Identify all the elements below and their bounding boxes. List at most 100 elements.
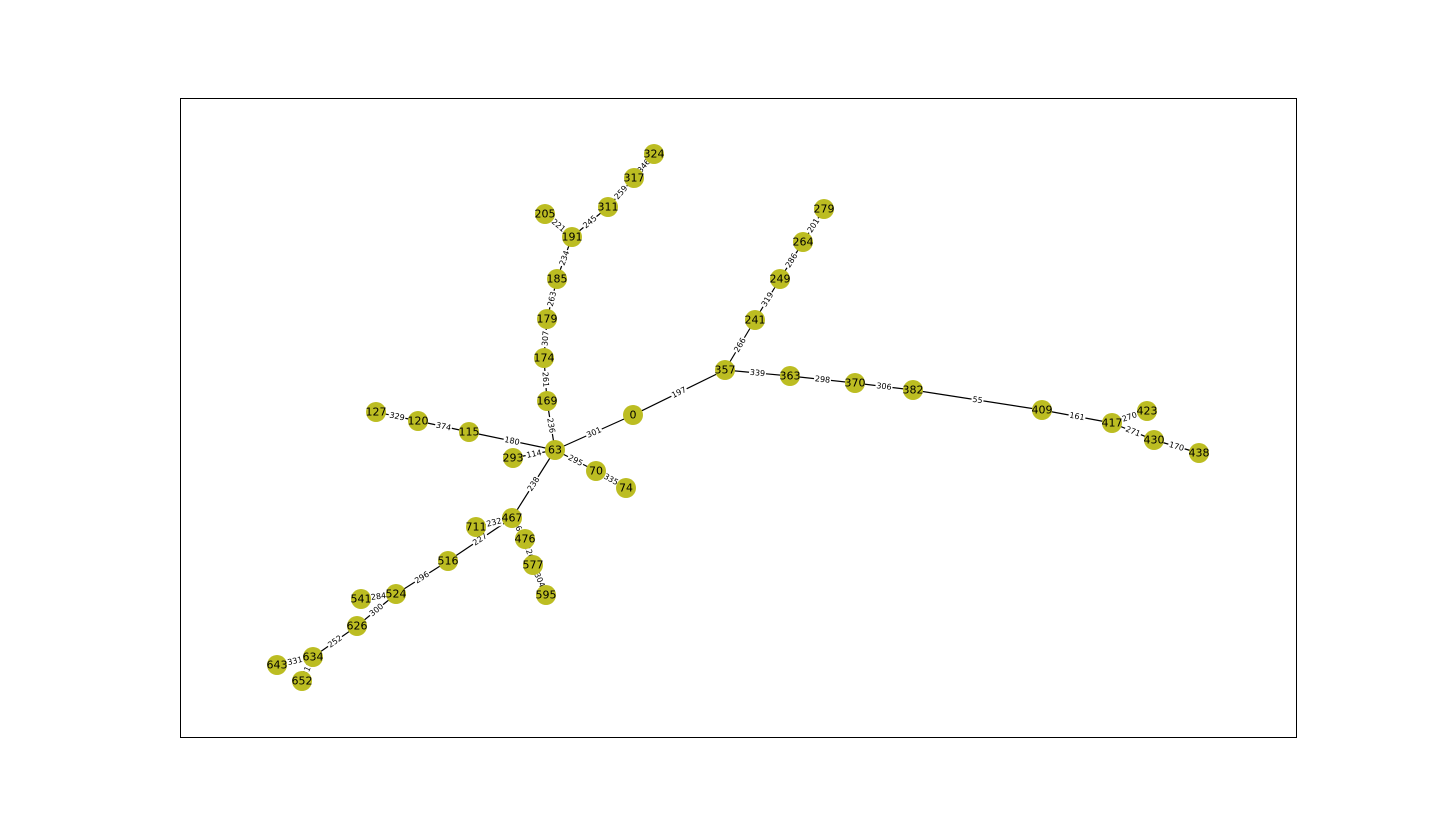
edge-weight-label: 284	[370, 591, 386, 602]
node-label-652: 652	[292, 675, 313, 688]
node-264	[793, 232, 813, 252]
edge-label-background	[601, 470, 621, 489]
edge-label-background	[584, 424, 604, 441]
node-label-317: 317	[624, 172, 645, 185]
edge-label-background	[565, 452, 586, 469]
node-label-185: 185	[547, 273, 568, 286]
node-label-169: 169	[537, 395, 558, 408]
edge-label-group-430-438: 170	[1166, 439, 1187, 454]
node-279	[814, 199, 834, 219]
node-label-409: 409	[1032, 404, 1053, 417]
node-185	[547, 269, 567, 289]
edge-label-background	[484, 515, 504, 530]
node-63	[545, 440, 565, 460]
node-127	[366, 402, 386, 422]
node-317	[624, 168, 644, 188]
edge-label-group-120-127: 329	[387, 409, 407, 424]
nodes-layer: 0 63 357 363 370 382 409 417 423 430 438 241 249 264 2…	[267, 144, 1210, 691]
edge-weight-label: 261	[540, 372, 550, 388]
edge-label-background	[731, 335, 749, 355]
node-169	[537, 391, 557, 411]
node-74	[616, 478, 636, 498]
edge-label-background	[434, 419, 453, 434]
edge-label-background	[804, 215, 823, 236]
node-409	[1032, 400, 1052, 420]
node-516	[438, 551, 458, 571]
edge-label-group-382-409: 55	[970, 394, 985, 406]
edge-label-group-524-541: 284	[369, 590, 388, 603]
edge-label-background	[470, 530, 490, 549]
edge-weight-label: 374	[435, 420, 452, 432]
node-541	[351, 589, 371, 609]
node-382	[903, 380, 923, 400]
edge-label-background	[387, 409, 407, 424]
edge-label-group-63-293: 114	[524, 447, 544, 461]
edge-label-group-467-711: 232	[484, 515, 504, 530]
edge-label-background	[580, 212, 600, 232]
edge-weight-label: 236	[545, 417, 556, 434]
edge-weight-label: 329	[389, 410, 406, 422]
node-label-711: 711	[466, 521, 487, 534]
edge-label-background	[531, 570, 548, 590]
node-label-438: 438	[1189, 447, 1210, 460]
edge-label-background	[1166, 439, 1187, 454]
node-label-577: 577	[523, 559, 544, 572]
node-label-643: 643	[267, 659, 288, 672]
edge-label-background	[758, 289, 777, 310]
node-467	[502, 508, 522, 528]
edge-label-background	[544, 416, 558, 435]
edge-weight-label: 180	[504, 435, 521, 447]
edge-label-group-115-120: 374	[434, 419, 453, 434]
node-711	[466, 517, 486, 537]
edge-label-background	[524, 447, 544, 461]
node-label-0: 0	[630, 409, 637, 422]
node-label-115: 115	[459, 426, 480, 439]
node-241	[745, 310, 765, 330]
edge-label-background	[539, 329, 552, 348]
edge-label-background	[548, 216, 569, 235]
node-label-279: 279	[814, 203, 835, 216]
node-label-174: 174	[534, 352, 555, 365]
edge-label-background	[539, 370, 552, 389]
edge-label-background	[556, 248, 573, 268]
node-438	[1189, 443, 1209, 463]
edge-label-background	[412, 568, 432, 587]
node-label-417: 417	[1102, 417, 1123, 430]
edge-weight-label: 298	[814, 374, 830, 385]
node-524	[386, 584, 406, 604]
edge-label-group-409-417: 161	[1067, 410, 1087, 423]
node-249	[770, 269, 790, 289]
node-label-264: 264	[793, 236, 814, 249]
edge-weight-label: 170	[1168, 440, 1185, 453]
edge-label-group-169-174: 261	[539, 370, 552, 389]
node-label-423: 423	[1137, 405, 1158, 418]
node-label-311: 311	[598, 201, 619, 214]
edge-label-background	[813, 373, 832, 386]
node-label-382: 382	[903, 384, 924, 397]
node-70	[586, 461, 606, 481]
node-643	[267, 655, 287, 675]
node-423	[1137, 401, 1157, 421]
node-label-120: 120	[408, 415, 429, 428]
node-label-516: 516	[438, 555, 459, 568]
edge-label-background	[874, 380, 894, 393]
edge-label-group-174-179: 307	[539, 329, 552, 348]
node-label-595: 595	[536, 589, 557, 602]
edge-label-background	[611, 182, 631, 203]
edge-label-background	[502, 434, 522, 448]
node-324	[644, 144, 664, 164]
node-label-324: 324	[644, 148, 665, 161]
edge-label-background	[285, 654, 305, 668]
node-370	[845, 373, 865, 393]
edge-weight-label: 114	[526, 448, 543, 460]
edge-label-group-63-169: 236	[544, 416, 558, 435]
node-430	[1144, 430, 1164, 450]
node-205	[535, 204, 555, 224]
node-label-363: 363	[780, 370, 801, 383]
node-311	[598, 197, 618, 217]
edge-label-group-634-643: 331	[285, 654, 305, 668]
node-label-63: 63	[548, 444, 562, 457]
node-179	[537, 309, 557, 329]
node-label-430: 430	[1144, 434, 1165, 447]
